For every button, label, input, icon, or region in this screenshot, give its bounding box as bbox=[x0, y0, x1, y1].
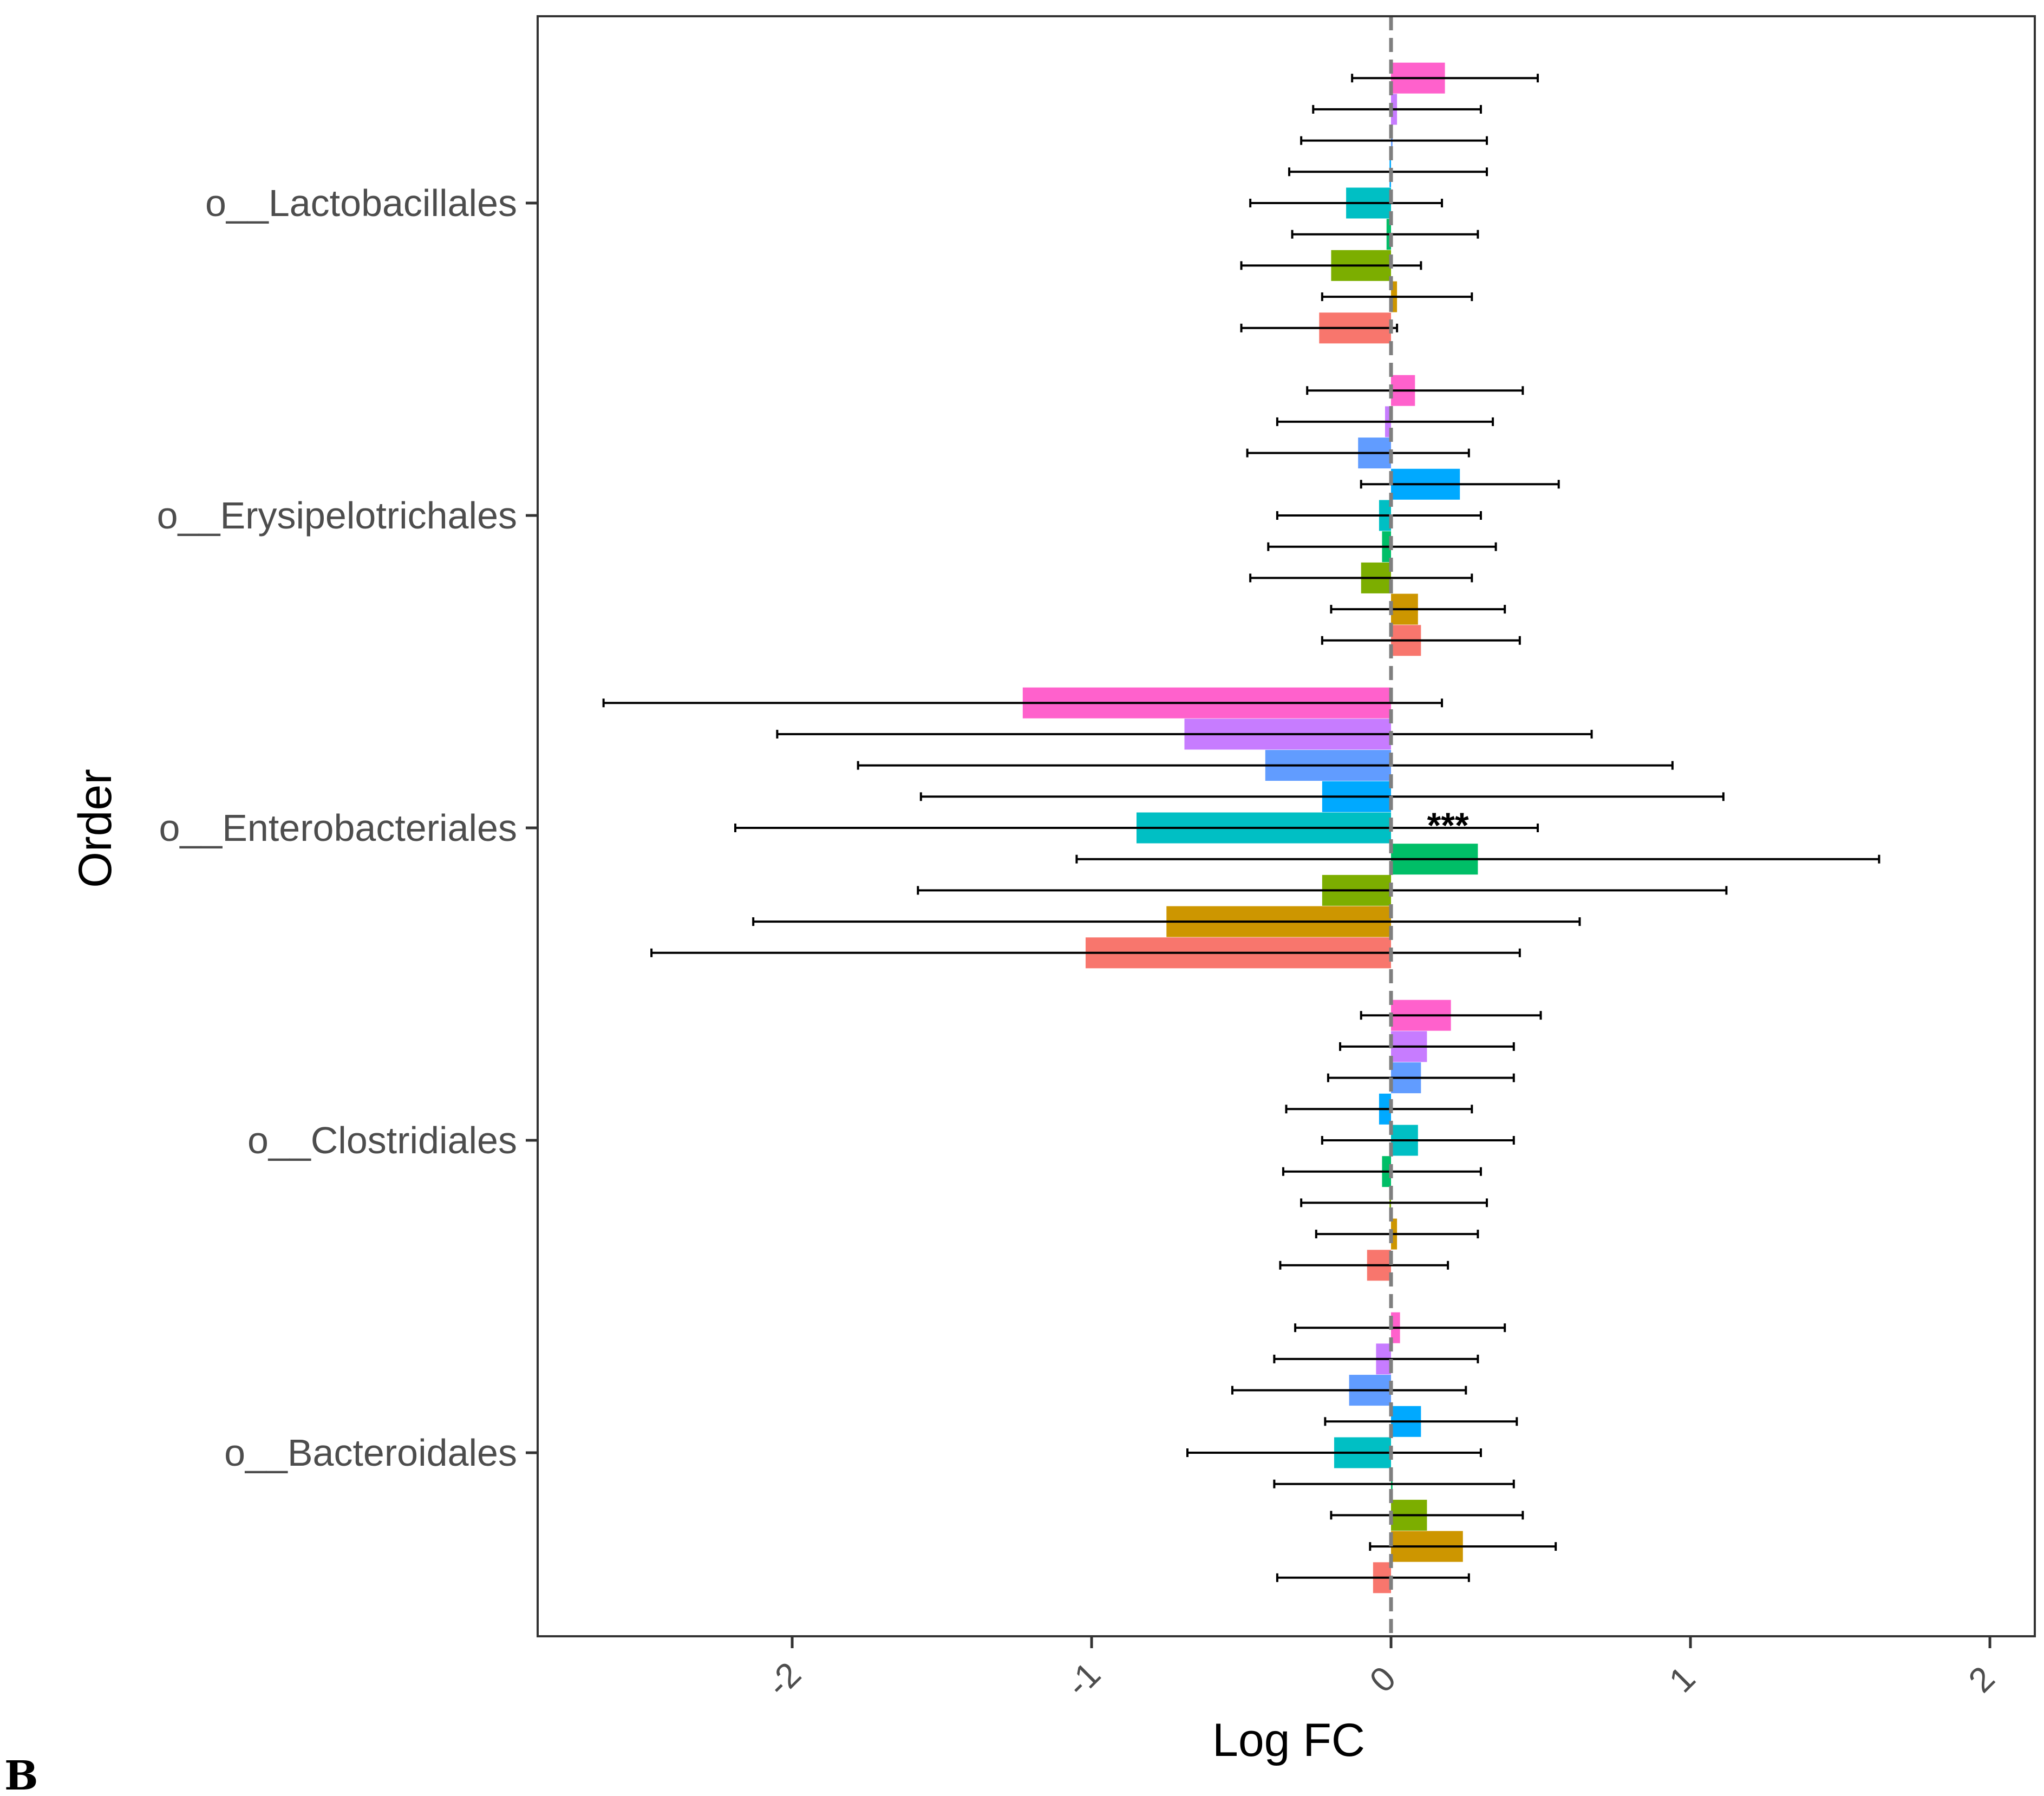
significance-label: *** bbox=[1427, 805, 1469, 845]
y-tick-label: o__Enterobacteriales bbox=[159, 807, 517, 849]
plot-panel-border bbox=[537, 15, 2036, 1637]
x-axis: -2 -1 0 1 2 bbox=[759, 1636, 2002, 1704]
x-tick-label: 0 bbox=[1362, 1658, 1403, 1700]
x-tick-label: -1 bbox=[1059, 1655, 1108, 1704]
y-axis: o__Lactobacillales o__Erysipelotrichaleso… bbox=[157, 182, 538, 1474]
y-axis-title: Order bbox=[69, 769, 121, 888]
annotation-layer: *** bbox=[1427, 805, 1469, 845]
y-tick-label: o__Bacteroidales bbox=[224, 1432, 517, 1474]
y-tick-label: o__Lactobacillales bbox=[205, 182, 517, 224]
y-tick-label: o__Clostridiales bbox=[247, 1119, 517, 1161]
x-tick-label: 2 bbox=[1961, 1658, 2002, 1700]
x-axis-title: Log FC bbox=[1212, 1714, 1365, 1766]
y-tick-label: o__Erysipelotrichales bbox=[157, 494, 517, 537]
panel-letter: B bbox=[4, 1753, 38, 1796]
x-tick-label: 1 bbox=[1661, 1658, 1702, 1700]
x-tick-label: -2 bbox=[759, 1655, 808, 1704]
errorbar-layer bbox=[602, 74, 1880, 1582]
